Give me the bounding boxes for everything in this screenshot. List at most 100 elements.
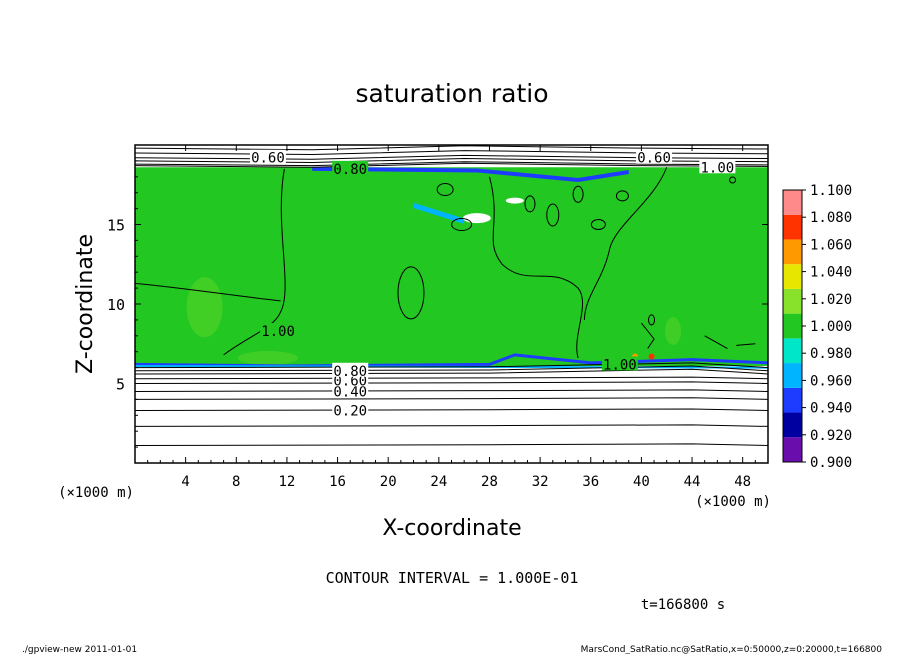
- supersaturated-patch: [665, 317, 682, 346]
- contour-line: [134, 389, 769, 392]
- footer-left: ./gpview-new 2011-01-01: [22, 645, 137, 654]
- contour-label: 0.40: [333, 384, 367, 400]
- contour-line: [134, 368, 769, 375]
- saturated-region: [135, 167, 768, 367]
- contour-line: [134, 365, 769, 372]
- y-tick-label: 15: [107, 217, 125, 235]
- supersaturated-patch: [237, 351, 298, 366]
- colorbar-label: 1.060: [810, 237, 852, 253]
- contour-label: 0.60: [333, 373, 367, 389]
- colorbar-label: 0.940: [810, 401, 852, 417]
- contour-line: [134, 381, 769, 384]
- x-tick-label: 32: [532, 474, 549, 490]
- contour-label-bg: [636, 149, 673, 164]
- subsaturated-edge: [312, 166, 630, 182]
- contour-line: [524, 195, 536, 213]
- colorbar-label: 1.040: [810, 265, 852, 281]
- contour-label: 0.80: [333, 364, 367, 380]
- contour-label-bg: [601, 356, 638, 371]
- contour-label: 0.60: [251, 151, 285, 167]
- colorbar-label: 0.920: [810, 428, 852, 444]
- colorbar-swatch: [783, 214, 802, 240]
- x-tick-label: 16: [329, 474, 346, 490]
- y-tick-label: 5: [116, 376, 125, 394]
- chart-title: saturation ratio: [355, 79, 548, 108]
- contour-line: [134, 443, 769, 447]
- colorbar-label: 0.980: [810, 346, 852, 362]
- contour-line: [134, 362, 769, 369]
- contour-line: [134, 424, 769, 427]
- contour-label-bg: [332, 160, 369, 175]
- colorbar-swatch: [783, 338, 802, 364]
- contour-label-bg: [260, 323, 297, 338]
- x-tick-label: 12: [278, 474, 295, 490]
- y-tick-label: 10: [107, 296, 125, 314]
- contour-label-bg: [699, 159, 736, 174]
- contour-line: [134, 145, 769, 151]
- x-axis-label: X-coordinate: [382, 516, 521, 541]
- contour-line: [615, 190, 629, 202]
- x-tick-label: 4: [181, 474, 189, 490]
- colorbar-swatch: [783, 288, 802, 314]
- contour-label-bg: [332, 362, 369, 377]
- contour-line: [134, 150, 769, 156]
- contour-interval-text: CONTOUR INTERVAL = 1.000E-01: [326, 569, 579, 587]
- y-unit-label: (×1000 m): [58, 485, 134, 501]
- contour-label-bg: [249, 149, 286, 164]
- contour-line: [583, 167, 668, 320]
- dry-patch: [462, 213, 491, 224]
- contour-line: [134, 397, 769, 400]
- x-tick-label: 40: [633, 474, 650, 490]
- x-tick-label: 20: [380, 474, 397, 490]
- x-tick-label: 44: [684, 474, 701, 490]
- contour-line: [590, 219, 606, 230]
- colorbar-label: 1.020: [810, 292, 852, 308]
- contour-line: [572, 185, 584, 203]
- contour-line: [134, 282, 281, 302]
- contour-label: 0.80: [333, 162, 367, 178]
- contour-line: [436, 183, 454, 197]
- contour-line: [223, 168, 286, 356]
- colorbar-swatch: [783, 239, 802, 265]
- contour-line: [134, 376, 769, 380]
- colorbar-swatch: [783, 387, 802, 413]
- time-text: t=166800 s: [641, 597, 725, 613]
- contour-line: [397, 266, 425, 320]
- colorbar-label: 1.100: [810, 183, 852, 199]
- footer-right: MarsCond_SatRatio.nc@SatRatio,x=0:50000,…: [581, 645, 883, 654]
- colorbar: 0.900 0.920 0.940 0.960 0.980 1.000 1.020 1.040…: [782, 183, 852, 471]
- plot-area: 0.200.400.600.801.001.000.800.60 0.601.00: [134, 145, 769, 447]
- y-axis-label: Z-coordinate: [73, 234, 98, 374]
- contour-label: 0.60: [637, 151, 671, 167]
- x-tick-label: 24: [430, 474, 447, 490]
- contour-label: 1.00: [603, 357, 637, 373]
- colorbar-swatch: [783, 313, 802, 339]
- colorbar-swatch: [783, 264, 802, 289]
- colorbar-swatch: [783, 437, 802, 462]
- x-tick-label: 28: [481, 474, 498, 490]
- supersaturated-patch: [186, 277, 223, 338]
- contour-label-bg: [332, 383, 369, 398]
- x-tick-label: 8: [232, 474, 240, 490]
- colorbar-label: 1.080: [810, 210, 852, 226]
- x-tick-label: 36: [582, 474, 599, 490]
- x-unit-label: (×1000 m): [695, 494, 771, 510]
- contour-label: 0.20: [333, 404, 367, 420]
- contour-label: 1.00: [261, 324, 295, 340]
- contour-label-bg: [332, 402, 369, 417]
- colorbar-swatch: [783, 412, 802, 438]
- x-tick-label: 48: [734, 474, 751, 490]
- colorbar-swatch: [783, 363, 802, 388]
- colorbar-label: 0.900: [810, 455, 852, 471]
- supersaturated-spot: [648, 353, 655, 360]
- contour-line: [648, 314, 656, 326]
- contour-line: [134, 408, 769, 412]
- contour-line: [641, 322, 756, 349]
- colorbar-label: 1.000: [810, 319, 852, 335]
- contour-line: [134, 161, 769, 167]
- colorbar-label: 0.960: [810, 373, 852, 389]
- contour-line: [546, 203, 560, 227]
- contour-label: 1.00: [701, 160, 735, 176]
